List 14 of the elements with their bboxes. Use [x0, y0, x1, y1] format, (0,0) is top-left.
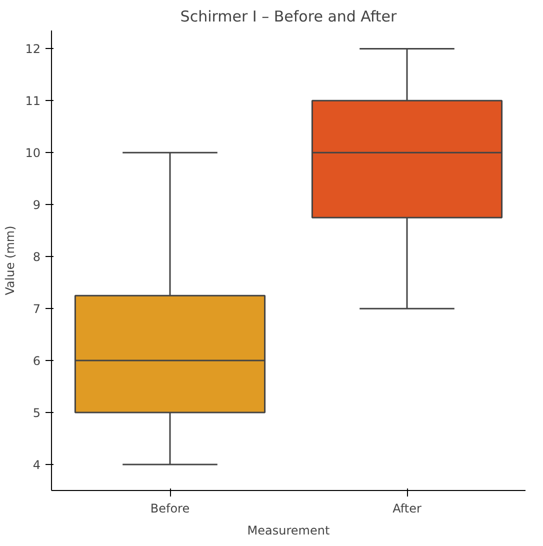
x-tick-label: After	[392, 502, 422, 516]
chart-title: Schirmer I – Before and After	[180, 8, 398, 26]
y-tick-label: 4	[32, 458, 41, 472]
x-tick-label: Before	[150, 502, 190, 516]
y-tick-label: 6	[32, 354, 41, 368]
y-axis-title: Value (mm)	[3, 226, 18, 296]
y-tick-label: 8	[32, 250, 41, 264]
y-tick-label: 5	[32, 406, 41, 420]
y-tick-label: 10	[25, 146, 41, 160]
y-tick-label: 7	[32, 302, 41, 316]
x-axis-title: Measurement	[247, 524, 330, 538]
y-tick-label: 12	[25, 42, 41, 56]
y-tick-label: 9	[32, 198, 41, 212]
y-tick-label: 11	[25, 94, 41, 108]
